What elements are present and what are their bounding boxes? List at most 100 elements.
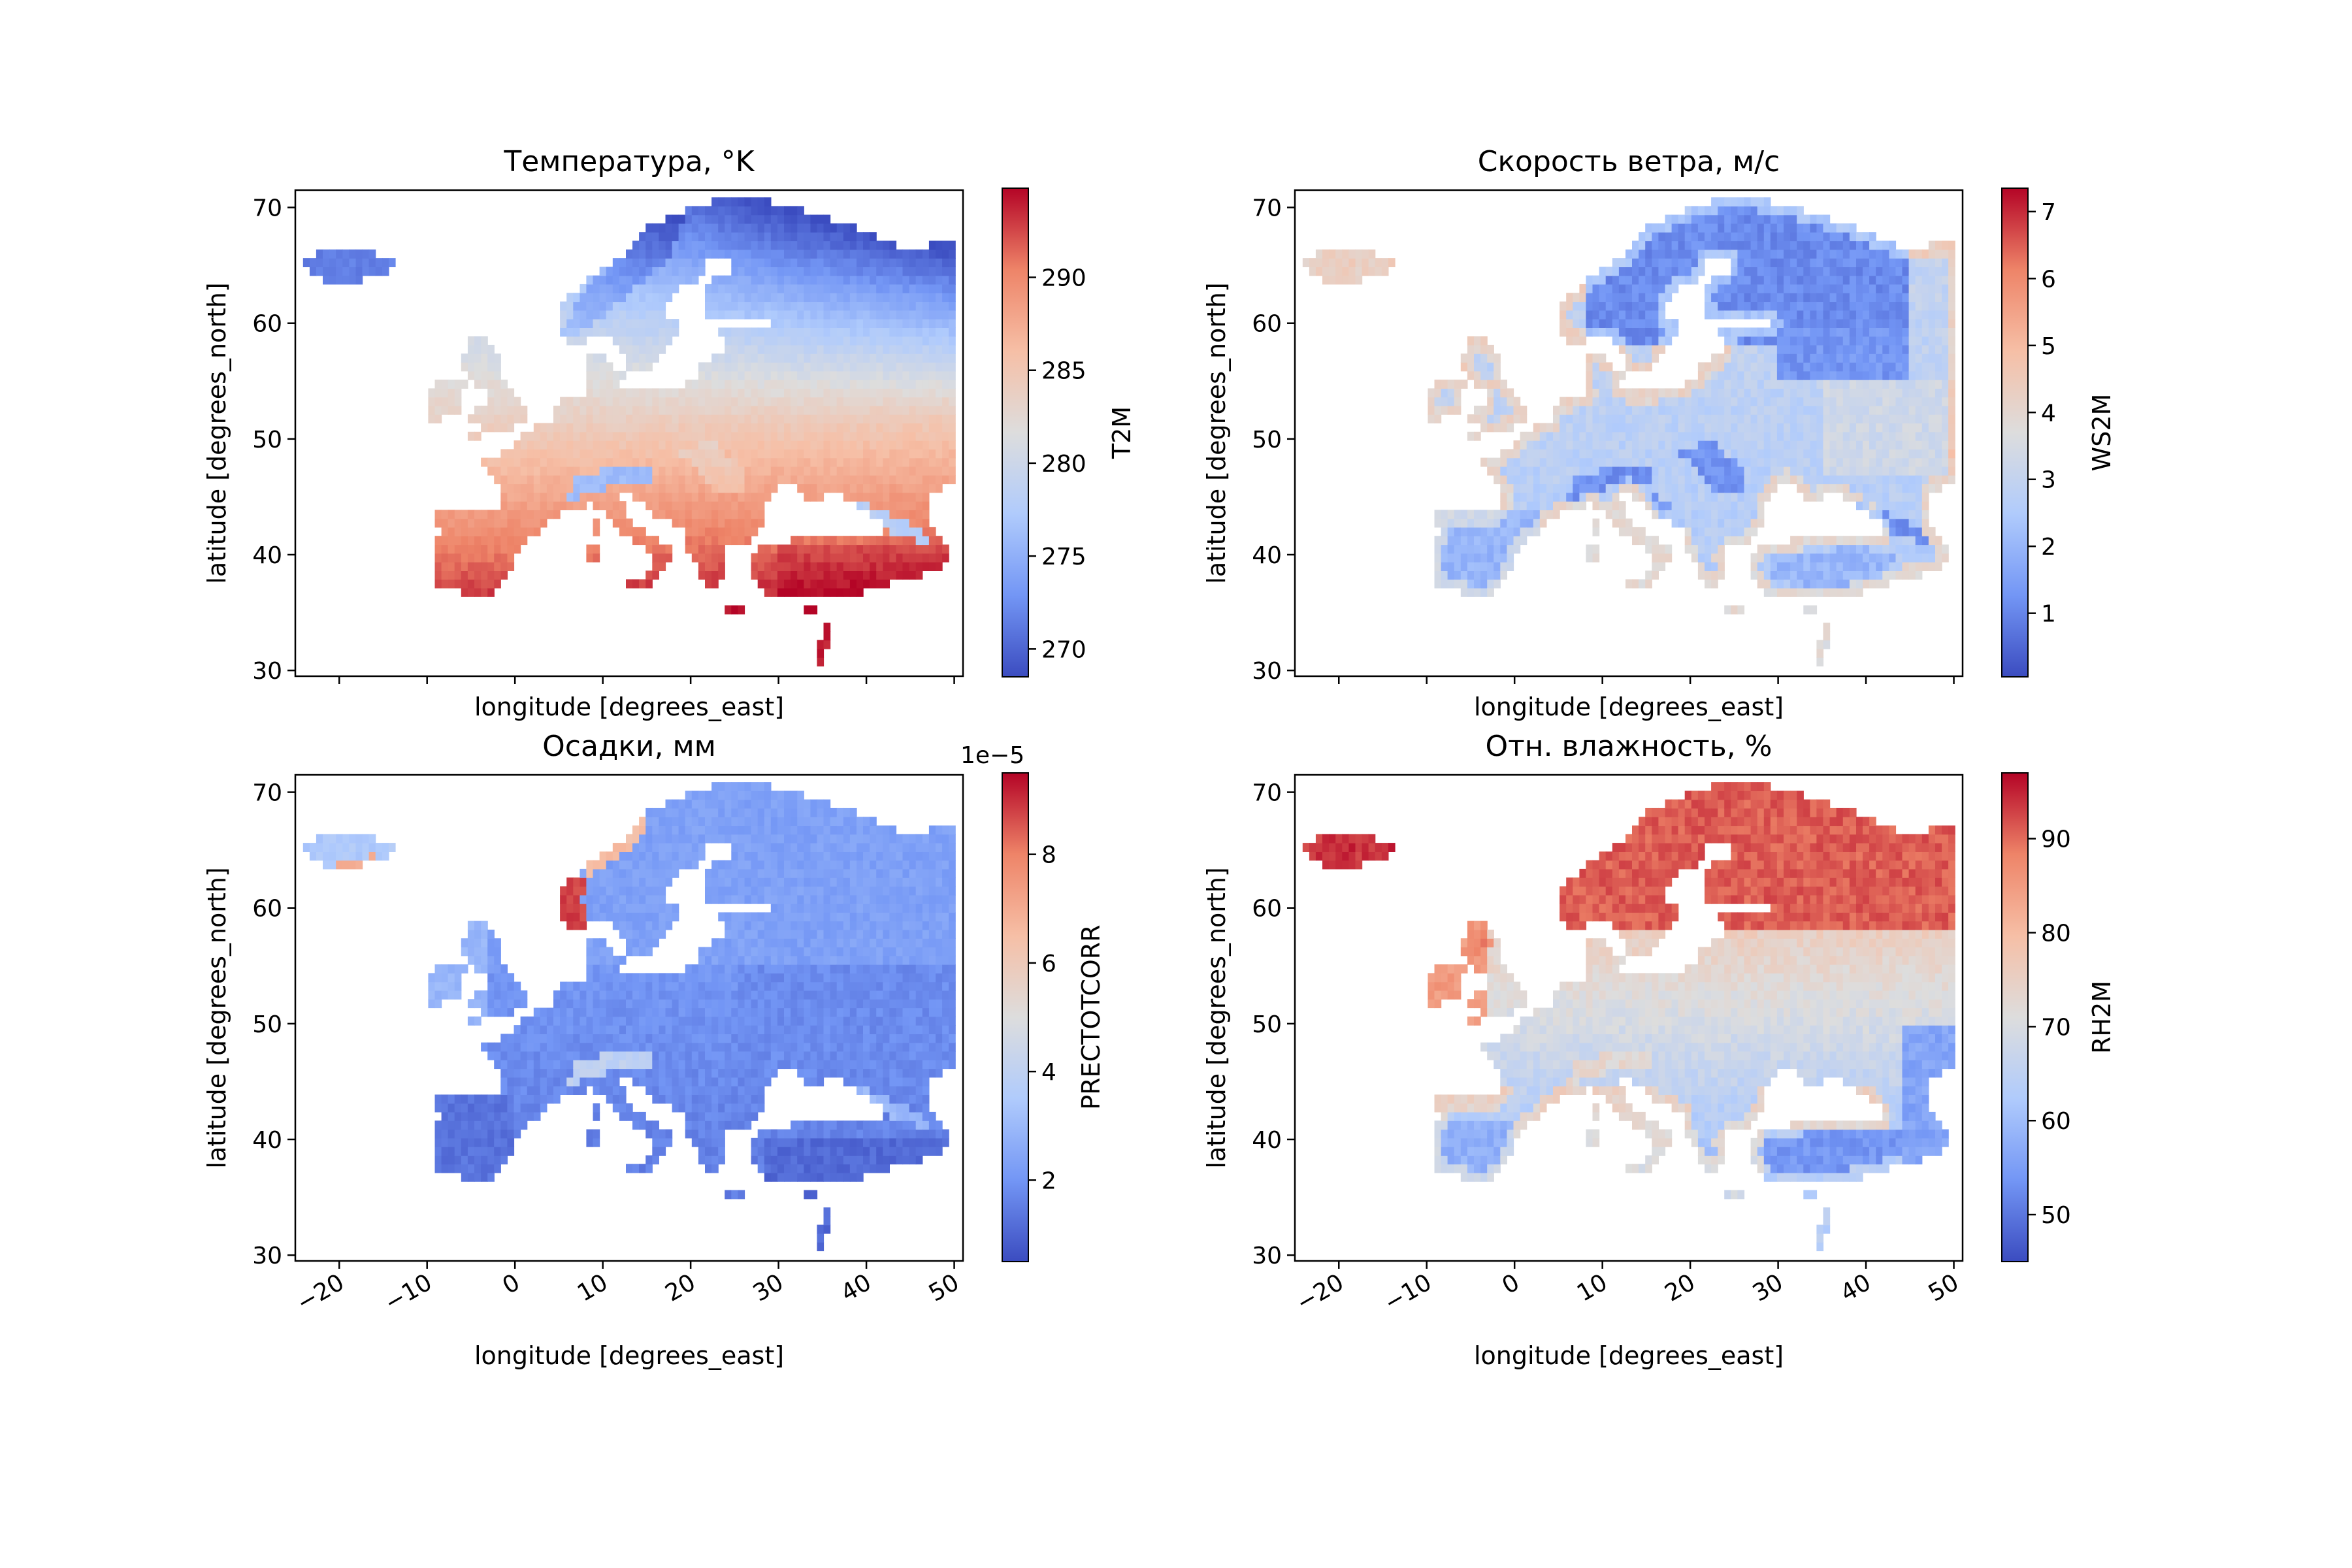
heatmap-cell	[1579, 319, 1587, 328]
heatmap-cell	[1744, 240, 1752, 250]
heatmap-cell	[1684, 240, 1692, 250]
heatmap-cell	[1902, 501, 1910, 510]
heatmap-cell	[1639, 492, 1646, 502]
heatmap-cell	[863, 483, 870, 493]
heatmap-cell	[1566, 327, 1573, 337]
heatmap-cell	[817, 214, 825, 224]
heatmap-cell	[1309, 258, 1316, 267]
heatmap-cell	[342, 275, 350, 285]
heatmap-cell	[461, 353, 468, 363]
heatmap-cell	[915, 475, 923, 485]
heatmap-cell	[1494, 353, 1501, 363]
heatmap-cell	[1803, 388, 1810, 398]
heatmap-cell	[1750, 301, 1758, 311]
heatmap-cell	[329, 258, 336, 267]
heatmap-cell	[1882, 353, 1889, 363]
heatmap-cell	[1480, 344, 1488, 354]
heatmap-cell	[751, 362, 759, 372]
heatmap-cell	[1869, 475, 1876, 485]
heatmap-cell	[1711, 570, 1718, 580]
heatmap-cell	[1869, 544, 1876, 554]
heatmap-cell	[823, 579, 831, 589]
heatmap-cell	[1750, 405, 1758, 415]
heatmap-cell	[751, 475, 759, 485]
heatmap-cell	[1921, 293, 1929, 302]
heatmap-cell	[1863, 562, 1870, 571]
heatmap-cell	[474, 510, 482, 519]
heatmap-cell	[718, 431, 725, 441]
heatmap-cell	[784, 336, 791, 346]
heatmap-cell	[1460, 587, 1468, 597]
heatmap-cell	[804, 370, 811, 380]
heatmap-cell	[804, 483, 811, 493]
heatmap-cell	[902, 553, 910, 563]
heatmap-cell	[1434, 553, 1442, 563]
heatmap-cell	[705, 440, 712, 449]
heatmap-cell	[1494, 370, 1501, 380]
heatmap-cell	[1770, 240, 1778, 250]
heatmap-cell	[1803, 353, 1810, 363]
heatmap-cell	[1697, 405, 1705, 415]
heatmap-cell	[1494, 380, 1501, 389]
heatmap-cell	[375, 267, 383, 276]
heatmap-cell	[1566, 466, 1573, 476]
heatmap-cell	[1750, 483, 1758, 493]
heatmap-cell	[751, 414, 759, 424]
panel-precipitation: Осадки, мм −20 −10 0 10 20 30 40 50 3040506070 …	[203, 730, 1105, 1370]
heatmap-cell	[1750, 240, 1758, 250]
heatmap-cell	[1889, 319, 1897, 328]
heatmap-cell	[817, 570, 825, 580]
heatmap-cell	[731, 206, 738, 216]
heatmap-cell	[1487, 553, 1494, 563]
heatmap-cell	[1691, 380, 1699, 389]
heatmap-cell	[1882, 536, 1889, 546]
heatmap-cell	[1882, 475, 1889, 485]
heatmap-cell	[441, 380, 449, 389]
heatmap-cell	[915, 388, 923, 398]
heatmap-cell	[883, 249, 890, 259]
heatmap-cell	[1902, 518, 1910, 528]
heatmap-cell	[1671, 232, 1679, 242]
heatmap-cell	[652, 440, 659, 449]
heatmap-cell	[1599, 466, 1607, 476]
heatmap-cell	[1441, 579, 1448, 589]
heatmap-cell	[606, 310, 613, 319]
heatmap-cell	[1447, 536, 1455, 546]
heatmap-cell	[725, 344, 732, 354]
heatmap-cell	[711, 414, 719, 424]
heatmap-cell	[1902, 275, 1910, 285]
heatmap-cell	[1803, 284, 1810, 293]
heatmap-cell	[804, 336, 811, 346]
heatmap-cell	[928, 380, 936, 389]
heatmap-cell	[566, 431, 574, 441]
heatmap-cell	[659, 414, 666, 424]
heatmap-cell	[1697, 536, 1705, 546]
heatmap-cell	[632, 423, 640, 433]
heatmap-cell	[922, 501, 930, 510]
heatmap-cell	[1592, 301, 1600, 311]
heatmap-cell	[454, 579, 462, 589]
heatmap-cell	[672, 284, 679, 293]
heatmap-cell	[580, 483, 587, 493]
heatmap-cell	[1856, 536, 1863, 546]
heatmap-cell	[1750, 206, 1758, 216]
heatmap-cell	[1757, 553, 1765, 563]
heatmap-cell	[1632, 440, 1639, 449]
heatmap-cell	[1711, 301, 1718, 311]
heatmap-cell	[1526, 466, 1534, 476]
heatmap-cell	[1381, 267, 1389, 276]
heatmap-cell	[804, 232, 811, 242]
heatmap-cell	[1731, 405, 1738, 415]
heatmap-cell	[797, 310, 804, 319]
heatmap-cell	[1605, 431, 1613, 441]
heatmap-cell	[823, 249, 831, 259]
heatmap-cell	[586, 431, 594, 441]
heatmap-cell	[593, 527, 600, 536]
heatmap-cell	[1592, 492, 1600, 502]
heatmap-cell	[1797, 553, 1804, 563]
heatmap-cell	[1579, 327, 1587, 337]
heatmap-cell	[1520, 492, 1527, 502]
heatmap-cell	[1849, 336, 1857, 346]
heatmap-cell	[777, 414, 785, 424]
heatmap-cell	[586, 492, 594, 502]
